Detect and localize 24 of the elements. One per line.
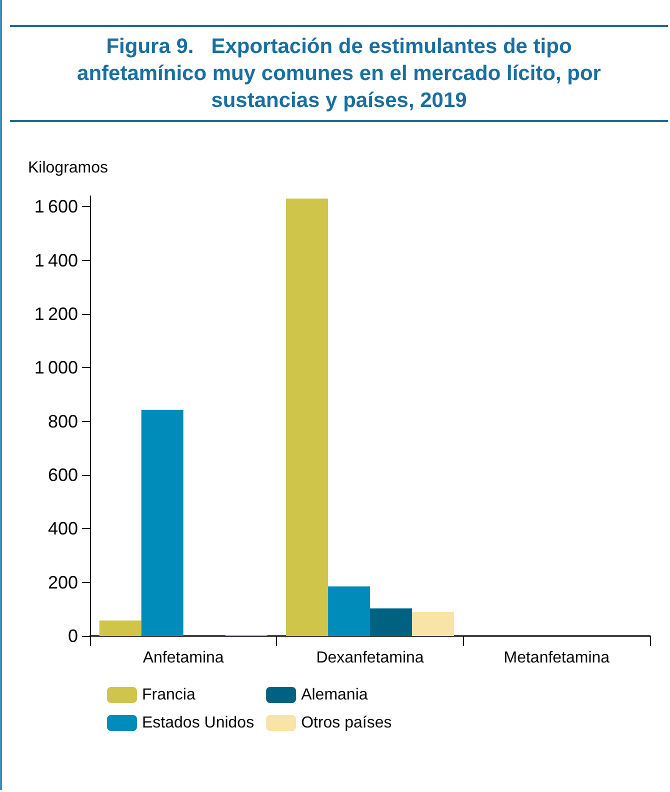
chart-title: Figura 9. Exportación de estimulantes de tipo anfetamínico muy comunes en el mercado lícito, por sustancias y países, 2019 (10, 25, 668, 122)
y-tick-label: 1 200 (34, 304, 78, 324)
y-tick-label: 400 (48, 518, 78, 539)
y-tick-label: 1 000 (34, 358, 78, 378)
y-tick-label: 800 (48, 411, 78, 432)
y-tick-label: 1 600 (34, 196, 78, 217)
bar (412, 612, 454, 636)
y-tick-label: 1 400 (34, 250, 78, 270)
legend-label: Alemania (301, 686, 368, 704)
bar (328, 586, 370, 636)
legend-label: Otros países (301, 714, 392, 732)
bar (141, 410, 184, 636)
bar (99, 620, 142, 636)
x-tick-label: Dexanfetamina (316, 650, 424, 666)
y-tick-label: 0 (68, 626, 78, 646)
y-tick-label: 600 (48, 465, 78, 486)
y-tick-label: 200 (48, 572, 78, 592)
y-axis-title: Kilogramos (28, 160, 108, 176)
legend-label: Francia (142, 686, 196, 704)
bar (370, 608, 412, 636)
x-tick-label: Anfetamina (142, 650, 224, 666)
bar (286, 198, 328, 636)
x-tick-label: Metanfetamina (504, 650, 610, 666)
legend-label: Estados Unidos (142, 714, 254, 732)
